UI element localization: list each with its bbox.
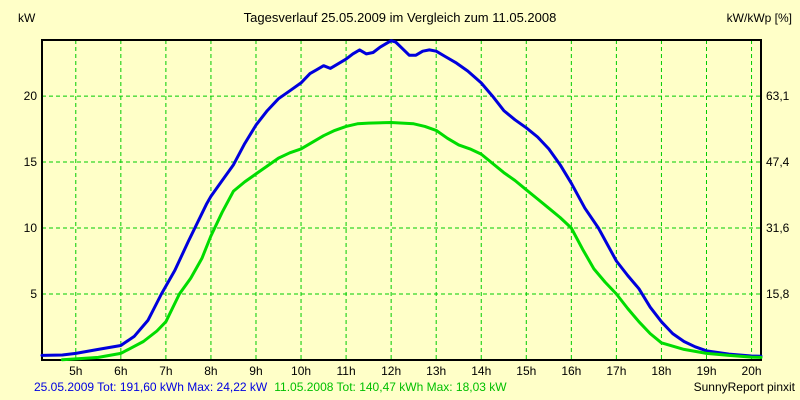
y-right-tick-label: 15,8	[766, 287, 790, 301]
x-tick-label: 14h	[471, 364, 491, 378]
brand-label: SunnyReport pinxit	[693, 380, 795, 394]
legend-series2-summary: 11.05.2008 Tot: 140,47 kWh Max: 18,03 kW	[274, 380, 507, 394]
y-axis-right-unit-label: kW/kWp [%]	[726, 11, 792, 25]
series-curve-2	[60, 121, 763, 362]
x-tick-label: 13h	[426, 364, 446, 378]
y-left-tick-label: 10	[24, 221, 38, 235]
x-tick-label: 6h	[114, 364, 127, 378]
y-left-tick-label: 15	[24, 155, 38, 169]
x-tick-label: 9h	[249, 364, 262, 378]
x-tick-label: 8h	[204, 364, 217, 378]
plot-border	[41, 39, 762, 361]
y-right-tick-label: 31,6	[766, 221, 790, 235]
y-left-tick-label: 20	[24, 89, 38, 103]
x-tick-label: 15h	[516, 364, 536, 378]
chart-legend: 25.05.2009 Tot: 191,60 kWh Max: 24,22 kW…	[34, 380, 507, 394]
x-tick-label: 16h	[561, 364, 581, 378]
y-right-tick-label: 63,1	[766, 89, 790, 103]
x-tick-label: 5h	[69, 364, 82, 378]
x-tick-label: 18h	[651, 364, 671, 378]
y-axis-left-unit-label: kW	[18, 11, 36, 25]
x-tick-label: 7h	[159, 364, 172, 378]
x-tick-label: 19h	[696, 364, 716, 378]
x-tick-label: 20h	[742, 364, 762, 378]
y-left-tick-label: 5	[30, 287, 37, 301]
y-right-tick-label: 47,4	[766, 155, 790, 169]
legend-series1-summary: 25.05.2009 Tot: 191,60 kWh Max: 24,22 kW	[34, 380, 268, 394]
x-tick-label: 17h	[606, 364, 626, 378]
x-tick-label: 12h	[381, 364, 401, 378]
x-tick-label: 10h	[291, 364, 311, 378]
chart-title: Tagesverlauf 25.05.2009 im Vergleich zum…	[243, 10, 557, 25]
series-curve-1	[40, 39, 763, 358]
x-tick-label: 11h	[337, 364, 356, 378]
